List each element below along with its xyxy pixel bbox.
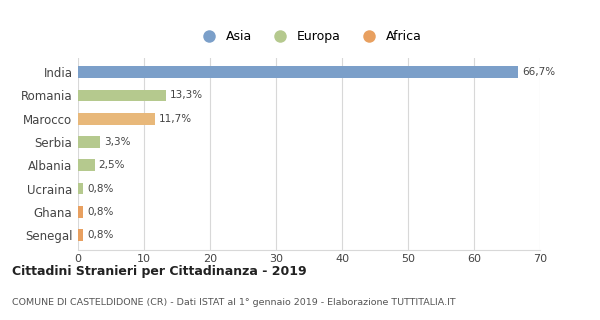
Bar xyxy=(78,159,95,171)
Bar xyxy=(78,229,83,241)
Text: COMUNE DI CASTELDIDONE (CR) - Dati ISTAT al 1° gennaio 2019 - Elaborazione TUTTI: COMUNE DI CASTELDIDONE (CR) - Dati ISTAT… xyxy=(12,298,455,307)
Legend: Asia, Europa, Africa: Asia, Europa, Africa xyxy=(191,26,427,48)
Bar xyxy=(78,206,83,218)
Text: 0,8%: 0,8% xyxy=(87,207,113,217)
Text: Cittadini Stranieri per Cittadinanza - 2019: Cittadini Stranieri per Cittadinanza - 2… xyxy=(12,265,307,278)
Bar xyxy=(78,113,155,124)
Bar xyxy=(78,66,518,78)
Text: 0,8%: 0,8% xyxy=(87,230,113,240)
Text: 3,3%: 3,3% xyxy=(104,137,130,147)
Text: 2,5%: 2,5% xyxy=(98,160,125,170)
Bar xyxy=(78,183,83,194)
Text: 11,7%: 11,7% xyxy=(159,114,193,124)
Text: 13,3%: 13,3% xyxy=(170,91,203,100)
Text: 0,8%: 0,8% xyxy=(87,183,113,194)
Bar xyxy=(78,90,166,101)
Text: 66,7%: 66,7% xyxy=(522,67,556,77)
Bar xyxy=(78,136,100,148)
